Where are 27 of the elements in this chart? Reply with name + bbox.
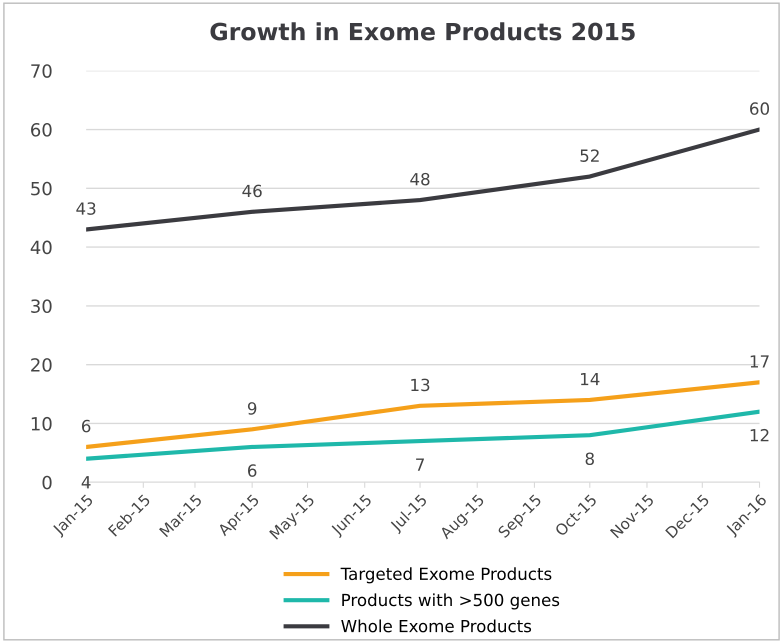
data-label: 48 — [410, 172, 430, 186]
y-tick-label: 50 — [31, 182, 52, 196]
y-tick-label: 70 — [31, 64, 52, 78]
y-tick-label: 30 — [31, 299, 52, 313]
data-label: 43 — [76, 202, 96, 215]
legend-label: Targeted Exome Products — [340, 567, 552, 584]
legend-label: Whole Exome Products — [341, 619, 532, 632]
data-label: 4 — [82, 476, 90, 488]
data-label: 14 — [581, 372, 600, 386]
data-label: 6 — [82, 420, 90, 432]
chart-title: Growth in Exome Products 2015 — [210, 22, 635, 41]
y-tick-label: 10 — [32, 416, 52, 431]
data-label: 12 — [750, 428, 768, 442]
data-label: 52 — [580, 149, 599, 162]
data-label: 60 — [750, 102, 770, 115]
legend-label: Products with >500 genes — [342, 593, 560, 610]
data-label: 6 — [248, 464, 256, 477]
data-label: 7 — [416, 458, 424, 471]
data-label: 9 — [248, 402, 256, 415]
data-label: 13 — [411, 378, 430, 392]
y-tick-label: 20 — [31, 358, 52, 372]
y-tick-label: 40 — [30, 240, 52, 254]
y-tick-label: 60 — [31, 122, 52, 137]
y-tick-label: 0 — [42, 476, 52, 490]
data-label: 17 — [750, 355, 769, 368]
data-label: 46 — [242, 184, 262, 198]
data-label: 8 — [586, 452, 594, 466]
